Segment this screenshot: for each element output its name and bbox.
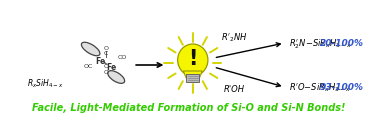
Text: 20-100%: 20-100% bbox=[320, 39, 364, 48]
Text: O: O bbox=[103, 46, 108, 51]
Polygon shape bbox=[183, 71, 202, 78]
Text: OC: OC bbox=[84, 63, 93, 68]
Text: Fe: Fe bbox=[106, 62, 116, 71]
Text: $R'_2$NH: $R'_2$NH bbox=[221, 32, 248, 44]
Text: 93-100%: 93-100% bbox=[320, 83, 364, 92]
Text: CO: CO bbox=[117, 55, 127, 60]
Bar bbox=[186, 74, 200, 82]
Text: !: ! bbox=[188, 49, 197, 68]
Text: O: O bbox=[103, 69, 108, 74]
Ellipse shape bbox=[81, 43, 100, 56]
Text: $R_x$SiH$_{4-x}$: $R_x$SiH$_{4-x}$ bbox=[27, 77, 64, 89]
Text: $R'$O$-$SiR$_x$H$_{3-x}$: $R'$O$-$SiR$_x$H$_{3-x}$ bbox=[289, 81, 351, 93]
Text: Facile, Light-Mediated Formation of Si-O and Si-N Bonds!: Facile, Light-Mediated Formation of Si-O… bbox=[32, 102, 346, 112]
Circle shape bbox=[178, 45, 208, 76]
Text: C: C bbox=[104, 64, 108, 69]
Text: R'OH: R'OH bbox=[224, 85, 245, 94]
Text: C: C bbox=[104, 51, 108, 56]
Text: Fe: Fe bbox=[95, 57, 105, 66]
Ellipse shape bbox=[108, 71, 125, 84]
Text: $R_2'$N$-$SiR$_x$H$_{3-x}$: $R_2'$N$-$SiR$_x$H$_{3-x}$ bbox=[289, 37, 352, 50]
